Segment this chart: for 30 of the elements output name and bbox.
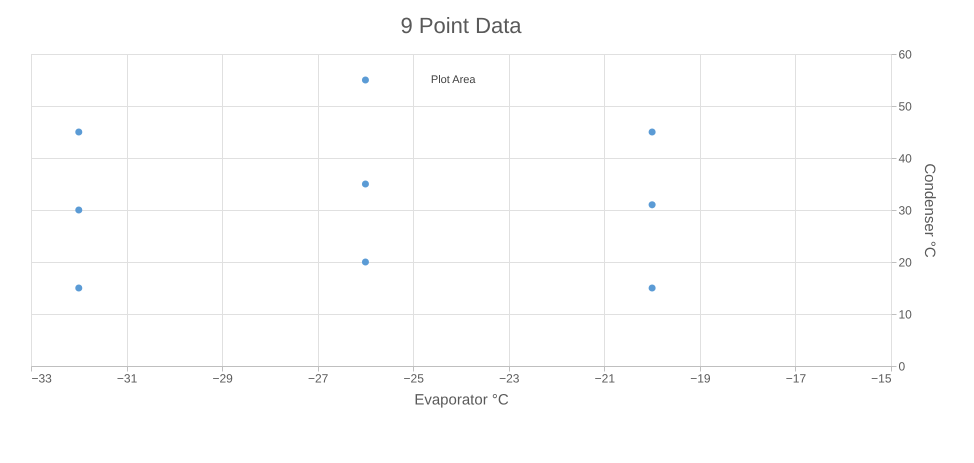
y-tick-label: 30 (898, 204, 912, 218)
point (362, 258, 369, 266)
x-tick-label: −29 (212, 372, 234, 386)
x-tick-label: −31 (116, 372, 138, 386)
point (648, 284, 656, 292)
y-tick-label: 10 (898, 308, 912, 322)
y-axis-title: Condenser °C (920, 163, 938, 258)
x-axis-title: Evaporator °C (414, 392, 509, 408)
point (648, 201, 656, 208)
point (362, 76, 369, 84)
annotation: Plot Area (430, 74, 476, 86)
y-tick-label: 60 (898, 48, 912, 62)
y-tick-label: 50 (898, 100, 912, 114)
x-tick-label: −27 (308, 372, 329, 386)
point (362, 180, 369, 188)
x-tick-label: −23 (499, 372, 520, 386)
chart-title: 9 Point Data (400, 13, 522, 38)
point (75, 128, 82, 136)
point (75, 206, 82, 214)
point (75, 284, 82, 292)
x-tick-label: −33 (32, 372, 52, 386)
x-tick-label: −21 (594, 372, 616, 386)
y-tick-label: 40 (898, 152, 912, 166)
y-tick-label: 0 (898, 360, 906, 374)
x-tick-label: −19 (690, 372, 711, 386)
y-tick-label: 20 (898, 256, 912, 270)
x-tick-label: −17 (786, 372, 806, 386)
point (648, 128, 656, 136)
x-tick-label: −25 (404, 372, 424, 386)
x-tick-label: −15 (871, 372, 892, 386)
